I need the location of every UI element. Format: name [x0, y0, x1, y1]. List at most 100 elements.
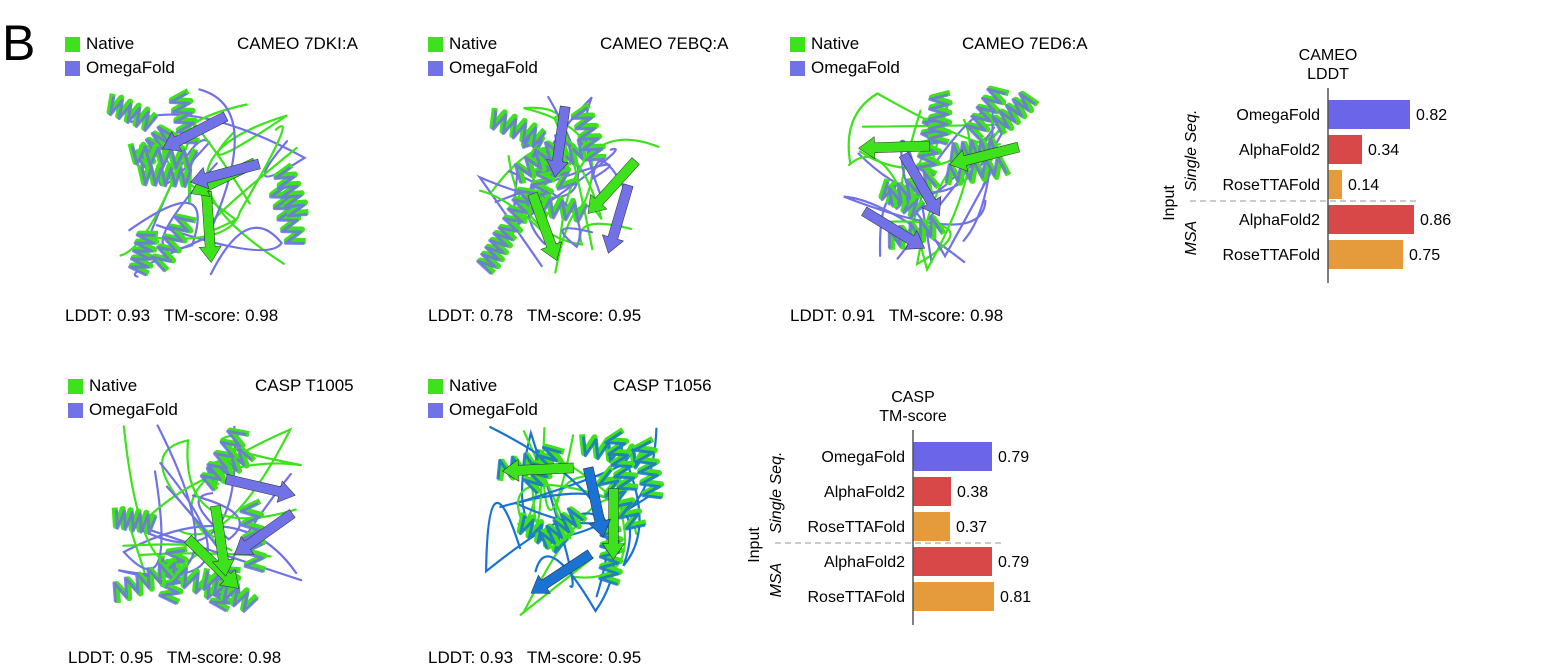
protein-structure-image: [111, 424, 303, 613]
legend-omegafold: OmegaFold: [68, 400, 178, 420]
protein-structure-image: [843, 85, 1040, 273]
legend-label-native: Native: [449, 376, 498, 395]
bar-category-label: OmegaFold: [821, 449, 905, 466]
bar-category-label: OmegaFold: [1236, 107, 1320, 124]
bar: [913, 547, 992, 576]
structure-helix: [128, 230, 160, 277]
structure-helix: [199, 427, 250, 492]
structure-helix: [489, 107, 547, 149]
bar-category-label: AlphaFold2: [1239, 212, 1320, 229]
legend-native: Native: [428, 376, 497, 396]
structure-strand: [234, 509, 296, 555]
structure-helix: [112, 562, 177, 604]
bar: [1328, 170, 1342, 199]
structure-title: CAMEO 7ED6:A: [962, 34, 1088, 53]
bar: [913, 442, 992, 471]
structure-loop: [128, 162, 218, 251]
bar: [1328, 100, 1410, 129]
legend-label-omegafold: OmegaFold: [811, 58, 900, 77]
structure-strand: [502, 458, 574, 482]
structure-strand: [162, 111, 229, 152]
legend-swatch-omegafold: [428, 60, 443, 76]
structure-helix: [106, 93, 159, 133]
group-label: MSA: [1183, 221, 1200, 256]
group-label: MSA: [768, 563, 785, 598]
cameo-lddt-chart: CAMEO LDDT OmegaFold 0.82 AlphaFold2 0.34 Rose…: [1161, 47, 1451, 283]
legend-label-omegafold: OmegaFold: [449, 400, 538, 419]
bar-category-label: AlphaFold2: [824, 484, 905, 501]
structure-strand: [601, 183, 634, 254]
group-label: Single Seq.: [1183, 110, 1200, 192]
input-axis-label: Input: [1161, 185, 1178, 221]
structure-helix: [136, 162, 193, 189]
structure-strand: [527, 191, 563, 262]
structure-panel-7ed6: Native OmegaFold CAMEO 7ED6:A LDDT: 0.91 TM…: [790, 30, 1120, 330]
legend-native: Native: [68, 376, 137, 396]
bar-category-label: AlphaFold2: [824, 554, 905, 571]
chart-title: CASP: [891, 389, 935, 406]
chart-title: TM-score: [879, 408, 947, 425]
structure-loop: [122, 425, 204, 567]
structure-panel-7ebq: Native OmegaFold CAMEO 7EBQ:A LDDT: 0.78 TM…: [428, 30, 758, 330]
bar-category-label: RoseTTAFold: [1222, 247, 1320, 264]
bar-category-label: RoseTTAFold: [807, 589, 905, 606]
bar: [913, 512, 950, 541]
bar-value-label: 0.86: [1420, 212, 1451, 229]
bar-category-label: AlphaFold2: [1239, 142, 1320, 159]
structure-strand: [861, 206, 926, 250]
structure-helix: [476, 229, 515, 276]
bar-value-label: 0.79: [998, 554, 1029, 571]
structure-strand: [190, 158, 261, 190]
bar-category-label: RoseTTAFold: [1222, 177, 1320, 194]
chart-title: LDDT: [1307, 66, 1349, 83]
chart-title: CAMEO: [1299, 47, 1358, 64]
structure-helix: [570, 102, 607, 162]
structure-panel-7dki: Native OmegaFold CAMEO 7DKI:A LDDT: 0.93 TM…: [65, 30, 395, 330]
legend-omegafold: OmegaFold: [428, 58, 538, 78]
legend-omegafold: OmegaFold: [790, 58, 900, 78]
legend-swatch-omegafold: [68, 402, 83, 418]
structure-loop: [161, 439, 297, 539]
bar: [913, 582, 994, 611]
structure-strand: [210, 504, 235, 577]
structure-metrics: LDDT: 0.95 TM-score: 0.98: [68, 648, 282, 667]
protein-structure-image: [106, 88, 309, 278]
bar-value-label: 0.37: [956, 519, 987, 536]
bar: [913, 477, 951, 506]
bar-value-label: 0.79: [998, 449, 1029, 466]
protein-structure-image: [484, 426, 665, 616]
structure-loop: [878, 172, 992, 259]
structure-loop: [130, 113, 307, 178]
structure-panel-t1056: Native OmegaFold CASP T1056 LDDT: 0.93 TM-s…: [428, 372, 758, 672]
structure-strand: [546, 105, 571, 178]
structure-strand: [949, 141, 1020, 172]
bar: [1328, 135, 1362, 164]
legend-label-native: Native: [811, 34, 860, 53]
structure-panel-t1005: Native OmegaFold CASP T1005 LDDT: 0.95 TM-s…: [68, 372, 398, 672]
legend-swatch-omegafold: [790, 60, 805, 76]
protein-structure-image: [476, 95, 660, 276]
structure-metrics: LDDT: 0.93 TM-score: 0.95: [428, 648, 642, 667]
structure-helix: [538, 506, 588, 551]
legend-omegafold: OmegaFold: [65, 58, 175, 78]
structure-helix: [127, 141, 199, 171]
bar-value-label: 0.82: [1416, 107, 1447, 124]
structure-helix: [964, 85, 1010, 141]
legend-swatch-native: [790, 36, 805, 52]
legend-swatch-native: [68, 378, 83, 394]
structure-helix: [991, 90, 1040, 136]
structure-title: CASP T1056: [613, 376, 712, 395]
structure-strand: [530, 549, 594, 594]
structure-title: CAMEO 7DKI:A: [237, 34, 358, 53]
structure-helix: [604, 427, 639, 491]
bar-value-label: 0.14: [1348, 177, 1379, 194]
legend-swatch-omegafold: [428, 402, 443, 418]
bar: [1328, 205, 1414, 234]
bar-value-label: 0.81: [1000, 589, 1031, 606]
structure-helix: [111, 505, 158, 535]
structure-metrics: LDDT: 0.91 TM-score: 0.98: [790, 306, 1004, 325]
legend-swatch-native: [428, 36, 443, 52]
legend-label-omegafold: OmegaFold: [86, 58, 175, 77]
structure-loop: [478, 138, 660, 251]
legend-label-native: Native: [449, 34, 498, 53]
